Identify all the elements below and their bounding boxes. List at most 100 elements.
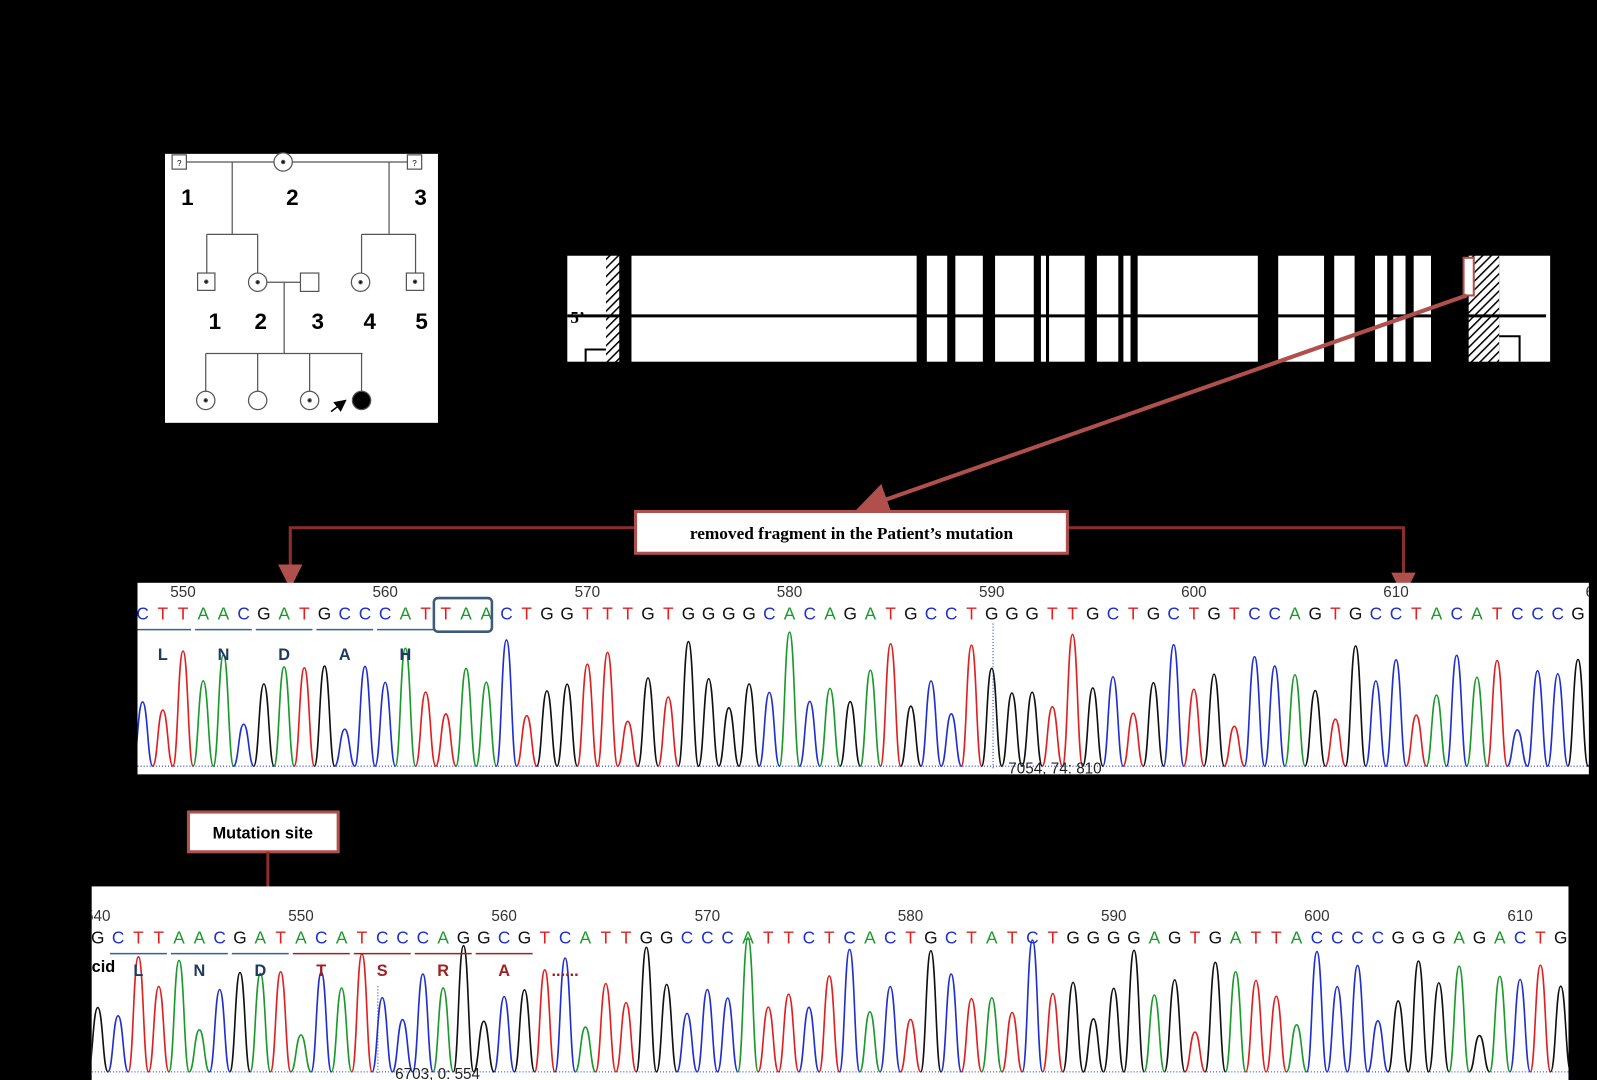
base-letter: G xyxy=(640,927,653,947)
base-letter: G xyxy=(318,603,331,623)
base-letter: G xyxy=(985,603,998,623)
trace-peak xyxy=(533,969,556,1073)
trace-peak xyxy=(168,959,191,1073)
base-letter: T xyxy=(275,927,286,947)
base-letter: T xyxy=(623,603,634,623)
trace-peak xyxy=(333,728,356,768)
trace-peak xyxy=(414,691,437,768)
trace-peak xyxy=(1567,658,1589,768)
base-letter: T xyxy=(602,603,613,623)
base-letter: G xyxy=(540,603,553,623)
base-letter: C xyxy=(500,603,512,623)
base-letter: C xyxy=(376,927,388,947)
trace-peak xyxy=(676,1012,699,1073)
base-letter: A xyxy=(1149,927,1161,947)
trace-peak xyxy=(919,949,942,1073)
gen1-number: 3 xyxy=(414,185,426,210)
position-label: 550 xyxy=(288,908,313,925)
trace-peak xyxy=(1243,655,1266,768)
trace-peak xyxy=(554,957,577,1073)
trace-peak xyxy=(798,700,821,768)
trace-peak xyxy=(677,640,700,768)
trace-peak xyxy=(1305,950,1328,1073)
trace-peak xyxy=(1163,979,1186,1073)
amino-acid: A xyxy=(498,962,510,980)
amino-acid: D xyxy=(278,646,290,664)
five-prime-label: 5’ xyxy=(570,308,584,327)
unknown-mark: ? xyxy=(412,159,417,168)
base-letter: T xyxy=(1492,603,1503,623)
position-label: 580 xyxy=(898,908,923,925)
base-letter: G xyxy=(742,603,755,623)
trace-peak xyxy=(1468,1034,1491,1073)
base-letter: C xyxy=(136,603,148,623)
base-letter: C xyxy=(803,927,815,947)
base-letter: T xyxy=(1128,603,1139,623)
trace-peak xyxy=(1102,987,1125,1073)
axis-label: cid xyxy=(92,958,116,976)
base-letter: C xyxy=(681,927,693,947)
chromatogram: 550560570580590600610620CTTAACGATGCCCATT… xyxy=(136,584,1597,774)
base-letter: G xyxy=(233,927,246,947)
trace-peak xyxy=(818,975,841,1073)
base-letter: T xyxy=(1271,927,1282,947)
base-letter: T xyxy=(178,603,189,623)
trace-peak xyxy=(208,988,231,1073)
base-letter: T xyxy=(540,927,551,947)
trace-peak xyxy=(1021,691,1044,768)
base-letter: G xyxy=(1412,927,1425,947)
stop-codon-box xyxy=(432,596,494,633)
trace-peak xyxy=(1366,1019,1389,1073)
position-label: 610 xyxy=(1383,584,1408,601)
trace-peak xyxy=(1184,1031,1206,1073)
trace-peak xyxy=(432,987,455,1073)
trace-peak xyxy=(920,680,943,768)
base-letter: C xyxy=(1450,603,1462,623)
base-letter: G xyxy=(702,603,715,623)
base-letter: T xyxy=(441,603,452,623)
trace-peak xyxy=(1488,975,1511,1073)
trace-peak xyxy=(657,696,680,768)
base-letter: G xyxy=(457,927,470,947)
trace-peak xyxy=(1021,939,1044,1073)
amino-acid: L xyxy=(133,962,143,980)
trace-peak xyxy=(556,683,579,768)
trace-peak xyxy=(452,944,475,1073)
base-letter: C xyxy=(1372,927,1384,947)
trace-peak xyxy=(1465,676,1488,768)
base-letter: T xyxy=(905,927,916,947)
base-letter: A xyxy=(295,927,307,947)
base-letter: T xyxy=(1330,603,1341,623)
exon xyxy=(631,255,917,362)
position-label: 620 xyxy=(1585,584,1597,601)
trace-peak xyxy=(515,714,538,768)
trace-peak xyxy=(493,995,516,1073)
trace-peak xyxy=(495,639,518,768)
base-letter: A xyxy=(336,927,348,947)
base-letter: C xyxy=(498,927,510,947)
base-letter: C xyxy=(925,603,937,623)
base-letter: C xyxy=(1351,927,1363,947)
base-letter: G xyxy=(843,603,856,623)
base-letter: G xyxy=(477,927,490,947)
trace-peak xyxy=(1486,659,1509,768)
trace-peak xyxy=(655,983,678,1073)
base-letter: G xyxy=(1207,603,1220,623)
chromatogram-panel xyxy=(91,886,1569,1080)
exon xyxy=(1393,255,1406,362)
base-letter: A xyxy=(481,603,493,623)
base-letter: G xyxy=(1066,927,1079,947)
exon xyxy=(1334,255,1355,362)
exon xyxy=(1096,255,1119,362)
trace-peak xyxy=(137,701,154,768)
base-letter: T xyxy=(621,927,632,947)
base-letter: G xyxy=(560,603,573,623)
base-letter: C xyxy=(1370,603,1382,623)
base-letter: C xyxy=(213,927,225,947)
gen2-number: 2 xyxy=(255,309,267,334)
trace-peak xyxy=(1364,680,1387,768)
trace-peak xyxy=(293,667,316,768)
base-letter: T xyxy=(1189,603,1200,623)
position-label: 550 xyxy=(170,584,195,601)
base-letter: T xyxy=(1411,603,1422,623)
